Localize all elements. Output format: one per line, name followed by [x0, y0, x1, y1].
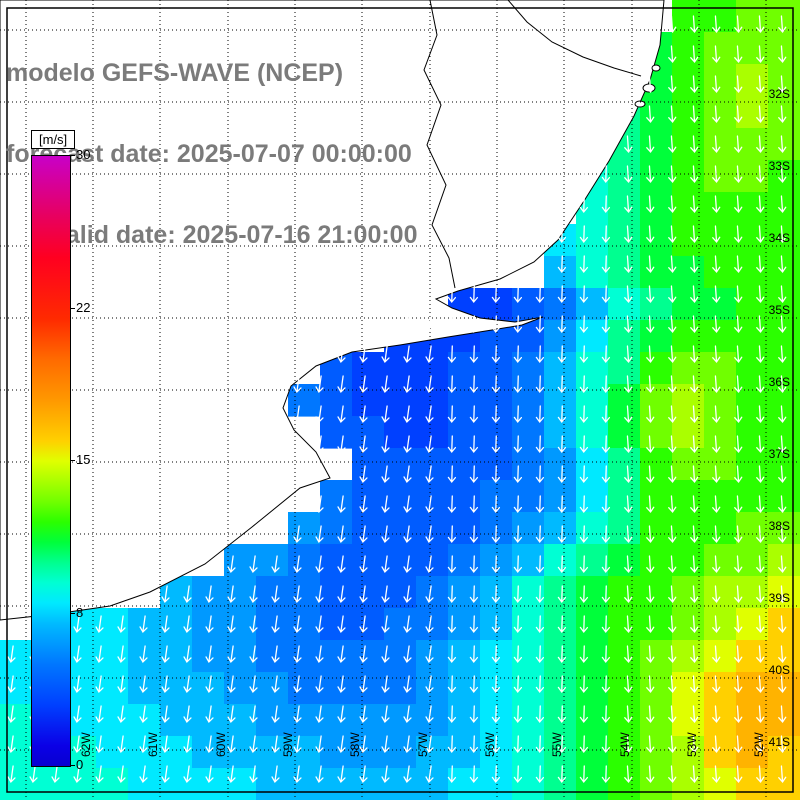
svg-text:56W: 56W: [483, 732, 497, 757]
map-frame: [6, 7, 794, 793]
svg-text:55W: 55W: [550, 732, 564, 757]
colorbar-tick: 0: [70, 757, 106, 773]
colorbar: [m/s] 30 22 15 8 0: [30, 130, 150, 790]
svg-text:32S: 32S: [769, 87, 790, 101]
svg-text:41S: 41S: [769, 735, 790, 749]
svg-text:54W: 54W: [618, 732, 632, 757]
svg-text:34S: 34S: [769, 231, 790, 245]
svg-text:62W: 62W: [79, 732, 93, 757]
svg-text:60W: 60W: [214, 732, 228, 757]
title-block: modelo GEFS-WAVE (NCEP) forecast date: 2…: [6, 6, 418, 303]
valid-date: valid date: 2025-07-16 21:00:00: [52, 221, 418, 249]
svg-text:39S: 39S: [769, 591, 790, 605]
colorbar-tick: 15: [70, 452, 106, 468]
colorbar-tick: 22: [70, 300, 106, 316]
direction-arrows: [7, 15, 787, 784]
svg-text:61W: 61W: [146, 732, 160, 757]
colorbar-tick: 30: [70, 147, 106, 163]
svg-text:53W: 53W: [685, 732, 699, 757]
svg-text:57W: 57W: [416, 732, 430, 757]
svg-text:35S: 35S: [769, 303, 790, 317]
svg-text:59W: 59W: [281, 732, 295, 757]
svg-text:40S: 40S: [769, 663, 790, 677]
svg-text:37S: 37S: [769, 447, 790, 461]
land-mass: [0, 0, 665, 621]
svg-text:38S: 38S: [769, 519, 790, 533]
model-title: modelo GEFS-WAVE (NCEP): [6, 59, 344, 87]
svg-text:58W: 58W: [348, 732, 362, 757]
svg-text:36S: 36S: [769, 375, 790, 389]
svg-text:33S: 33S: [769, 159, 790, 173]
colorbar-gradient: [31, 155, 71, 767]
axis-tick-labels: 32S 33S 34S 35S 36S 37S 38S 39S 40S 41S 62W 61W 60W 5…: [79, 87, 790, 757]
colorbar-tick: 8: [70, 605, 106, 621]
colorbar-unit-label: [m/s]: [31, 130, 76, 149]
svg-text:52W: 52W: [752, 732, 766, 757]
